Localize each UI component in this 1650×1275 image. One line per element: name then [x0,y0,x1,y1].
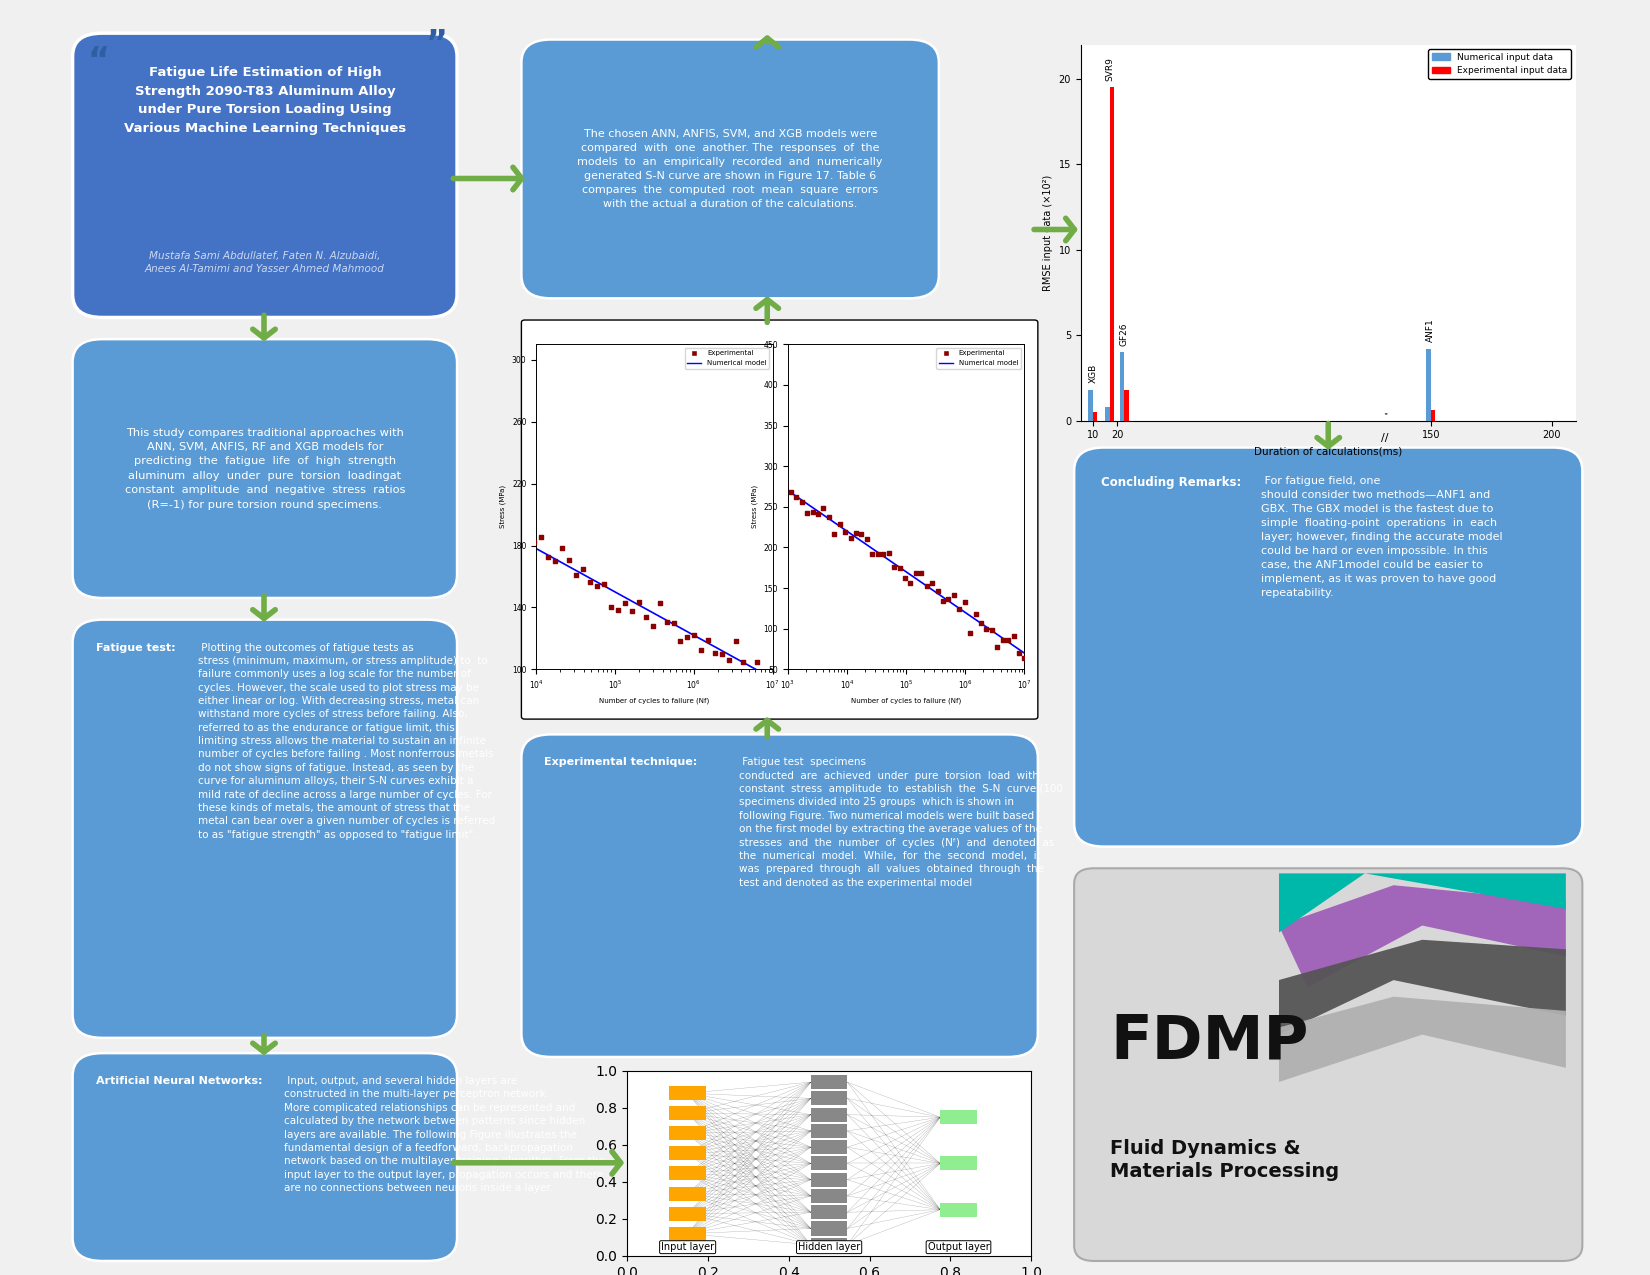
Text: The chosen ANN, ANFIS, SVM, and XGB models were
compared  with  one  another. Th: The chosen ANN, ANFIS, SVM, and XGB mode… [578,129,883,209]
FancyBboxPatch shape [521,320,1038,719]
Text: Fluid Dynamics &
Materials Processing: Fluid Dynamics & Materials Processing [1110,1140,1340,1181]
FancyBboxPatch shape [1074,868,1582,1261]
FancyBboxPatch shape [1074,448,1582,847]
Text: Mustafa Sami Abdullatef, Faten N. Alzubaidi,
Anees Al-Tamimi and Yasser Ahmed Ma: Mustafa Sami Abdullatef, Faten N. Alzuba… [145,251,384,274]
Text: For fatigue field, one
should consider two methods—ANF1 and
GBX. The GBX model i: For fatigue field, one should consider t… [1261,476,1502,598]
FancyBboxPatch shape [521,40,939,298]
Text: “: “ [87,45,109,78]
Text: Fatigue Life Estimation of High
Strength 2090-T83 Aluminum Alloy
under Pure Tors: Fatigue Life Estimation of High Strength… [124,66,406,135]
Text: Artificial Neural Networks:: Artificial Neural Networks: [96,1076,262,1086]
Text: ”: ” [426,28,447,61]
Text: Plotting the outcomes of fatigue tests as
stress (minimum, maximum, or stress am: Plotting the outcomes of fatigue tests a… [198,643,495,840]
Text: Experimental technique:: Experimental technique: [544,757,698,768]
Text: Fatigue test:: Fatigue test: [96,643,175,653]
FancyBboxPatch shape [521,734,1038,1057]
Text: FDMP: FDMP [1110,1012,1308,1071]
FancyBboxPatch shape [73,1053,457,1261]
Text: This study compares traditional approaches with
ANN, SVM, ANFIS, RF and XGB mode: This study compares traditional approach… [125,427,406,510]
FancyBboxPatch shape [73,339,457,598]
Text: Fatigue test  specimens
conducted  are  achieved  under  pure  torsion  load  wi: Fatigue test specimens conducted are ach… [739,757,1063,887]
Text: Input, output, and several hidden layers are
constructed in the multi-layer perc: Input, output, and several hidden layers… [284,1076,604,1193]
Text: Concluding Remarks:: Concluding Remarks: [1101,476,1241,488]
FancyBboxPatch shape [73,33,457,317]
FancyBboxPatch shape [73,620,457,1038]
